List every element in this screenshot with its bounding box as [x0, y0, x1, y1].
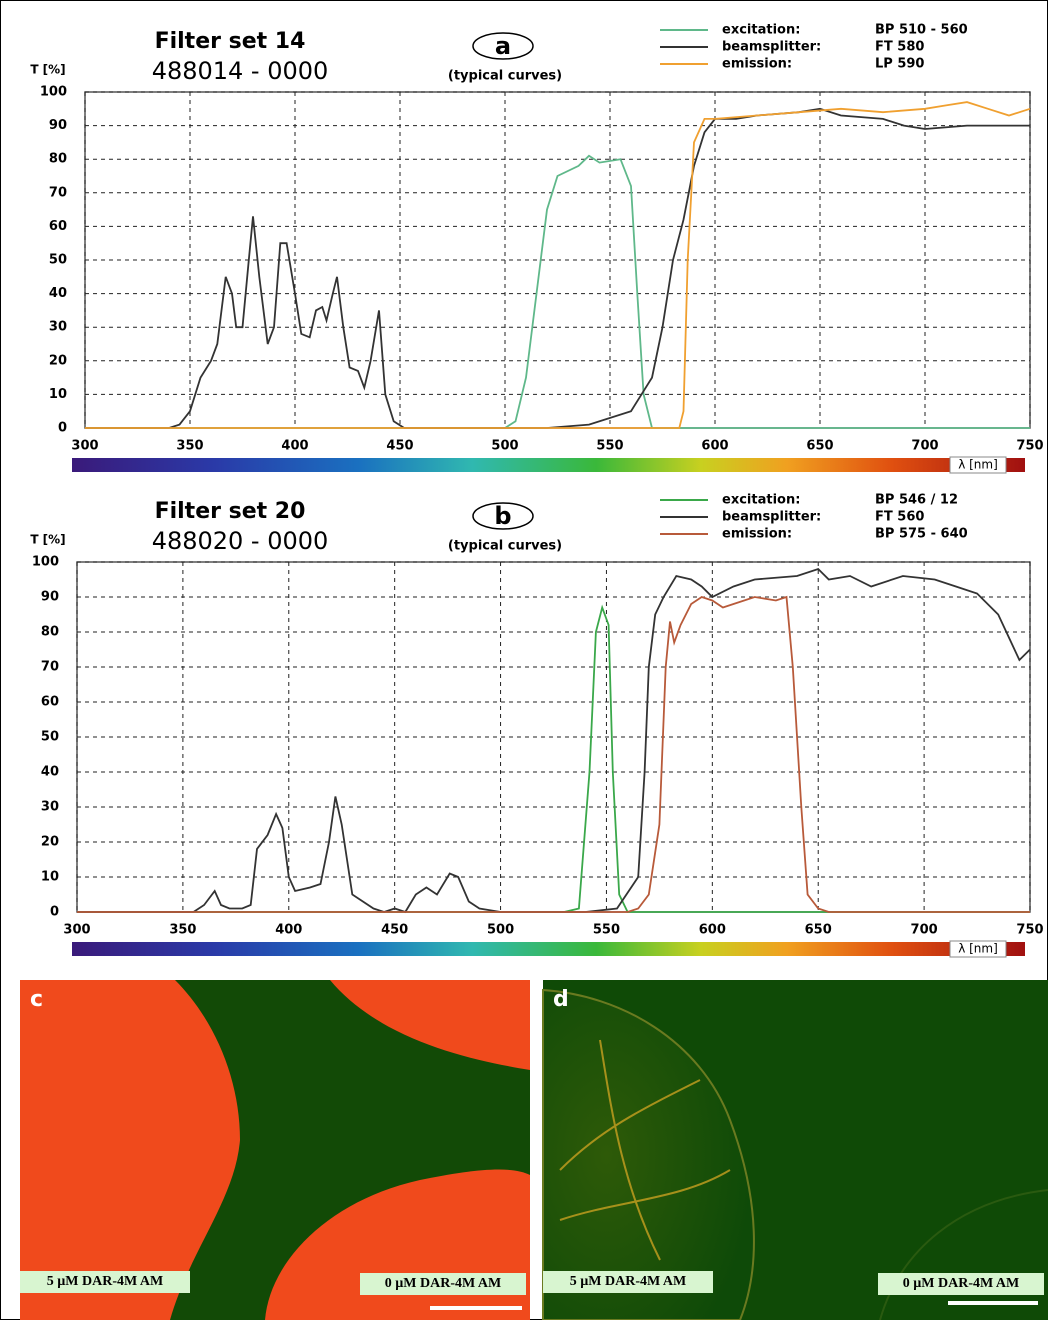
image-label: 5 µM DAR-4M AM: [570, 1274, 687, 1289]
series-line: [85, 101, 1031, 429]
image-label-bg: [543, 1271, 713, 1293]
chart-subtitle: 488020 - 0000: [152, 527, 329, 555]
chart-note: (typical curves): [448, 539, 562, 554]
x-tick-label: 750: [1016, 439, 1043, 454]
y-tick-label: 60: [41, 695, 59, 710]
spectrum-bar: [72, 942, 1025, 956]
image-label-bg: [360, 1273, 526, 1295]
x-tick-label: 500: [487, 923, 514, 938]
chart-title: Filter set 20: [155, 499, 306, 524]
image-label-bg: [878, 1273, 1044, 1295]
y-tick-label: 40: [49, 286, 67, 301]
x-tick-label: 650: [806, 439, 833, 454]
x-tick-label: 550: [596, 439, 623, 454]
image-label-bg: [20, 1271, 190, 1293]
y-tick-label: 50: [41, 730, 59, 745]
y-tick-label: 0: [58, 421, 67, 436]
x-tick-label: 600: [701, 439, 728, 454]
y-tick-label: 20: [49, 353, 67, 368]
image-label: 0 µM DAR-4M AM: [903, 1276, 1020, 1291]
y-tick-label: 40: [41, 765, 59, 780]
legend-label: excitation:: [722, 23, 800, 38]
x-axis-label: λ [nm]: [958, 458, 998, 472]
x-tick-label: 600: [699, 923, 726, 938]
legend-filter: BP 575 - 640: [875, 527, 968, 542]
series-line: [77, 567, 1031, 914]
x-axis-label: λ [nm]: [958, 942, 998, 956]
x-tick-label: 300: [71, 439, 98, 454]
spectrum-bar: [72, 458, 1025, 472]
y-tick-label: 70: [41, 660, 59, 675]
x-label-box: [949, 456, 1007, 474]
y-tick-label: 60: [49, 219, 67, 234]
x-tick-label: 700: [911, 439, 938, 454]
y-tick-label: 30: [49, 320, 67, 335]
legend-filter: BP 510 - 560: [875, 23, 968, 38]
x-tick-label: 450: [381, 923, 408, 938]
y-tick-label: 80: [41, 625, 59, 640]
chart-title: Filter set 14: [155, 29, 306, 54]
x-tick-label: 350: [169, 923, 196, 938]
x-tick-label: 450: [386, 439, 413, 454]
y-tick-label: 30: [41, 800, 59, 815]
micrograph-d: [542, 980, 1048, 1320]
y-tick-label: 10: [49, 387, 67, 402]
y-tick-label: 70: [49, 185, 67, 200]
x-tick-label: 400: [275, 923, 302, 938]
y-tick-label: 90: [49, 118, 67, 133]
series-line: [77, 595, 1030, 913]
panel-badge: [472, 502, 534, 530]
chart-note: (typical curves): [448, 69, 562, 84]
legend-filter: FT 580: [875, 40, 924, 55]
series-line: [85, 107, 1030, 429]
legend-filter: BP 546 / 12: [875, 493, 958, 508]
legend-label: excitation:: [722, 493, 800, 508]
x-tick-label: 350: [176, 439, 203, 454]
chart-subtitle: 488014 - 0000: [152, 57, 329, 85]
x-tick-label: 500: [491, 439, 518, 454]
y-tick-label: 20: [41, 835, 59, 850]
panel-label: d: [553, 987, 569, 1012]
panel-label: c: [30, 987, 43, 1012]
x-label-box: [949, 940, 1007, 958]
panel-label: b: [494, 502, 511, 530]
legend-label: emission:: [722, 57, 792, 72]
series-line: [85, 154, 1030, 429]
x-tick-label: 300: [63, 923, 90, 938]
x-tick-label: 750: [1016, 923, 1043, 938]
image-label: 5 µM DAR-4M AM: [47, 1274, 164, 1289]
y-tick-label: 10: [41, 870, 59, 885]
x-tick-label: 650: [805, 923, 832, 938]
x-tick-label: 550: [593, 923, 620, 938]
image-label: 0 µM DAR-4M AM: [385, 1276, 502, 1291]
y-tick-label: 0: [50, 905, 59, 920]
legend-filter: FT 560: [875, 510, 924, 525]
legend-label: emission:: [722, 527, 792, 542]
legend-label: beamsplitter:: [722, 40, 821, 55]
x-tick-label: 400: [281, 439, 308, 454]
x-tick-label: 700: [911, 923, 938, 938]
micrograph-c: [20, 980, 530, 1320]
panel-badge: [472, 32, 534, 60]
y-axis-label: T [%]: [30, 533, 65, 547]
y-tick-label: 100: [32, 555, 59, 570]
legend-label: beamsplitter:: [722, 510, 821, 525]
y-tick-label: 80: [49, 152, 67, 167]
y-tick-label: 100: [40, 85, 67, 100]
y-axis-label: T [%]: [30, 63, 65, 77]
y-tick-label: 50: [49, 253, 67, 268]
y-tick-label: 90: [41, 590, 59, 605]
panel-label: a: [495, 32, 511, 60]
legend-filter: LP 590: [875, 57, 924, 72]
